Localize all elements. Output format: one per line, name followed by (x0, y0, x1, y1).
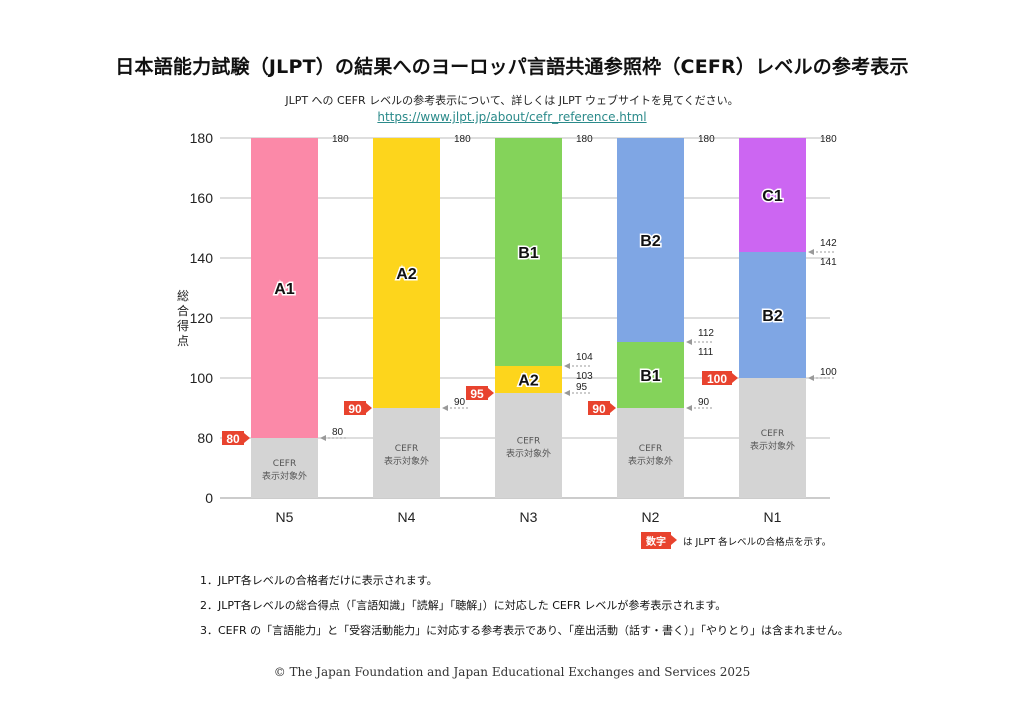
y-tick-label: 160 (190, 190, 214, 206)
bar-segment-C1 (739, 138, 806, 252)
pass-score-tag-pointer (366, 403, 372, 413)
boundary-label: 180 (820, 134, 837, 145)
boundary-label: 111 (698, 347, 714, 358)
note-item: 2．JLPT各レベルの総合得点（「言語知識」「読解」「聴解」）に対応した CEF… (200, 599, 727, 612)
copyright: © The Japan Foundation and Japan Educati… (273, 665, 751, 679)
bar-segment-A2 (495, 366, 562, 393)
x-tick-label: N5 (276, 509, 294, 525)
note-item: 1．JLPT各レベルの合格者だけに表示されます。 (200, 574, 438, 587)
boundary-label: 103 (576, 371, 593, 382)
excluded-label: 表示対象外 (262, 470, 307, 482)
pass-score-label: 80 (226, 432, 240, 446)
pass-score-tag-pointer (732, 373, 738, 383)
bar-segment-A2 (373, 138, 440, 408)
pass-score-tag-pointer (244, 433, 250, 443)
reference-link[interactable]: https://www.jlpt.jp/about/cefr_reference… (377, 110, 647, 124)
boundary-label: 180 (332, 134, 349, 145)
boundary-label: 80 (332, 427, 344, 438)
cefr-level-label: C1 (762, 188, 783, 205)
x-tick-label: N1 (764, 509, 782, 525)
y-axis-label: 合 (177, 303, 189, 318)
y-tick-label: 180 (190, 130, 214, 146)
y-tick-label: 120 (190, 310, 214, 326)
boundary-arrowhead (808, 249, 814, 255)
excluded-label: CEFR (395, 444, 418, 454)
x-tick-label: N2 (642, 509, 660, 525)
bar-segment-B1 (617, 342, 684, 408)
excluded-label: CEFR (639, 444, 662, 454)
x-tick-label: N3 (520, 509, 538, 525)
legend: 数字 は JLPT 各レベルの合格点を示す。 (641, 532, 831, 549)
bar-segment-excluded (739, 378, 806, 498)
boundary-label: 90 (454, 397, 466, 408)
bar-segment-excluded (495, 393, 562, 498)
y-axis-label: 点 (177, 334, 189, 348)
boundary-label: 100 (820, 367, 837, 378)
pass-score-tag (344, 401, 366, 415)
cefr-level-label: B1 (640, 368, 661, 385)
cefr-level-label: A1 (274, 281, 295, 298)
boundary-label: 112 (698, 328, 714, 339)
pass-score-label: 90 (592, 402, 606, 416)
pass-score-tag (702, 371, 732, 385)
notes: 1．JLPT各レベルの合格者だけに表示されます。 2．JLPT各レベルの総合得点… (200, 568, 849, 643)
excluded-label: 表示対象外 (628, 455, 673, 467)
y-tick-label: 0 (205, 490, 213, 506)
pass-score-label: 95 (470, 387, 484, 401)
y-tick-label: 80 (197, 430, 213, 446)
boundary-arrowhead (564, 390, 570, 396)
boundary-label: 180 (698, 134, 715, 145)
boundary-label: 180 (576, 134, 593, 145)
boundary-label: 95 (576, 382, 588, 393)
boundary-label: 142 (820, 238, 837, 249)
y-tick-label: 100 (190, 370, 214, 386)
boundary-arrowhead (808, 375, 814, 381)
bar-segment-B1 (495, 138, 562, 366)
bar-segment-excluded (373, 408, 440, 498)
legend-pass-tag: 数字 (641, 532, 677, 549)
cefr-level-label: B1 (518, 245, 539, 262)
cefr-level-label: A2 (518, 373, 539, 390)
bar-segment-excluded (251, 438, 318, 498)
boundary-label: 180 (454, 134, 471, 145)
excluded-label: CEFR (517, 437, 540, 447)
cefr-level-label: A2 (396, 266, 417, 283)
subtitle: JLPT への CEFR レベルの参考表示について、詳しくは JLPT ウェブサ… (285, 94, 739, 107)
page-title: 日本語能力試験（JLPT）の結果へのヨーロッパ言語共通参照枠（CEFR）レベルの… (115, 56, 909, 78)
pass-score-tag (466, 386, 488, 400)
y-axis-label: 総 (177, 289, 189, 303)
pass-score-tag (588, 401, 610, 415)
boundary-arrowhead (320, 435, 326, 441)
boundary-arrowhead (442, 405, 448, 411)
excluded-label: 表示対象外 (750, 440, 795, 452)
pass-score-tag-pointer (610, 403, 616, 413)
pass-score-label: 90 (348, 402, 362, 416)
excluded-label: 表示対象外 (506, 448, 551, 460)
pass-score-tag-pointer (488, 388, 494, 398)
boundary-label: 90 (698, 397, 710, 408)
x-tick-label: N4 (398, 509, 416, 525)
bar-segment-excluded (617, 408, 684, 498)
excluded-label: 表示対象外 (384, 455, 429, 467)
pass-score-tag (222, 431, 244, 445)
bar-segment-B2 (739, 252, 806, 378)
bar-segment-A1 (251, 138, 318, 438)
pass-score-label: 100 (707, 372, 727, 386)
legend-text: は JLPT 各レベルの合格点を示す。 (683, 536, 832, 548)
boundary-label: 104 (576, 352, 593, 363)
boundary-arrowhead (686, 339, 692, 345)
boundary-label: 141 (820, 257, 837, 268)
excluded-label: CEFR (273, 459, 296, 469)
boundary-arrowhead (686, 405, 692, 411)
excluded-label: CEFR (761, 429, 784, 439)
bar-segment-B2 (617, 138, 684, 342)
cefr-level-label: B2 (762, 308, 783, 325)
cefr-level-label: B2 (640, 233, 661, 250)
y-tick-label: 140 (190, 250, 214, 266)
y-axis-label: 得 (177, 318, 189, 333)
boundary-arrowhead (564, 363, 570, 369)
note-item: 3．CEFR の「言語能力」と「受容活動能力」に対応する参考表示であり、「産出活… (200, 624, 849, 637)
